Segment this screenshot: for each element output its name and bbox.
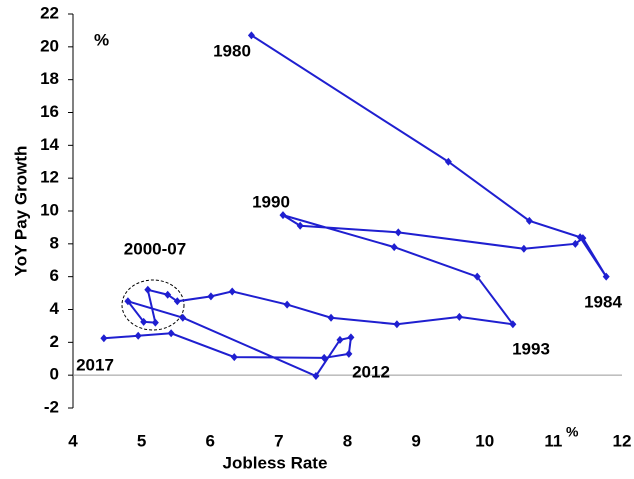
point bbox=[579, 234, 587, 243]
point bbox=[320, 353, 328, 362]
x-tick-label: 7 bbox=[274, 431, 283, 450]
y-tick-label: 18 bbox=[40, 69, 59, 88]
point bbox=[134, 331, 142, 340]
y-tick-label: 10 bbox=[40, 200, 59, 219]
x-tick-label: 5 bbox=[137, 431, 146, 450]
point bbox=[100, 334, 108, 343]
point bbox=[230, 353, 238, 362]
y-tick-label: 22 bbox=[40, 3, 59, 22]
annotation: 2000-07 bbox=[124, 239, 186, 258]
point bbox=[520, 244, 528, 253]
point bbox=[602, 272, 610, 281]
point bbox=[144, 285, 152, 294]
point bbox=[164, 290, 172, 299]
x-tick-label: 6 bbox=[206, 431, 215, 450]
x-tick-label: 11 bbox=[544, 431, 562, 450]
point bbox=[296, 221, 304, 230]
point bbox=[525, 216, 533, 225]
x-tick-label: 8 bbox=[343, 431, 352, 450]
point bbox=[336, 335, 344, 344]
point bbox=[327, 313, 335, 322]
annotation: 2017 bbox=[76, 355, 114, 374]
point bbox=[124, 297, 132, 306]
point bbox=[167, 329, 175, 338]
point bbox=[173, 297, 181, 306]
point bbox=[473, 272, 481, 281]
x-tick-label: 10 bbox=[475, 431, 494, 450]
y-tick-label: 4 bbox=[50, 299, 60, 318]
annotation: 1980 bbox=[213, 41, 251, 60]
point bbox=[179, 313, 187, 322]
highlight-ellipse bbox=[121, 279, 185, 331]
point bbox=[393, 320, 401, 329]
annotation: 2012 bbox=[352, 362, 390, 381]
point bbox=[140, 317, 148, 326]
annotation: 1990 bbox=[252, 192, 290, 211]
annotation: 1984 bbox=[584, 292, 622, 311]
point bbox=[247, 31, 255, 40]
series-line bbox=[103, 34, 608, 378]
y-tick-label: 0 bbox=[50, 365, 59, 384]
x-tick-label: 9 bbox=[411, 431, 420, 450]
point bbox=[312, 371, 320, 380]
x-tick-label: 12 bbox=[613, 431, 632, 450]
point bbox=[509, 320, 517, 329]
y-tick-label: 16 bbox=[40, 102, 59, 121]
y-tick-label: 14 bbox=[40, 135, 59, 154]
y-tick-label: 6 bbox=[50, 266, 59, 285]
y-axis-label: YoY Pay Growth bbox=[11, 146, 30, 277]
point bbox=[571, 239, 579, 248]
point bbox=[394, 228, 402, 237]
y-tick-label: 8 bbox=[50, 233, 59, 252]
point bbox=[207, 292, 215, 301]
y-tick-label: -2 bbox=[44, 397, 59, 416]
point bbox=[444, 157, 452, 166]
point bbox=[279, 211, 287, 220]
point bbox=[345, 349, 353, 358]
x-axis-label: Jobless Rate bbox=[223, 453, 328, 472]
y-tick-label: 2 bbox=[50, 332, 59, 351]
y-tick-label: 12 bbox=[40, 168, 59, 187]
x-tick-label: 4 bbox=[68, 431, 78, 450]
y-tick-label: 20 bbox=[40, 36, 59, 55]
x-unit: % bbox=[566, 424, 579, 440]
point bbox=[347, 333, 355, 342]
point bbox=[228, 287, 236, 296]
y-unit: % bbox=[94, 30, 109, 49]
point bbox=[151, 318, 159, 327]
point bbox=[455, 312, 463, 321]
point bbox=[390, 243, 398, 252]
point bbox=[283, 300, 291, 309]
annotation: 1993 bbox=[512, 339, 550, 358]
